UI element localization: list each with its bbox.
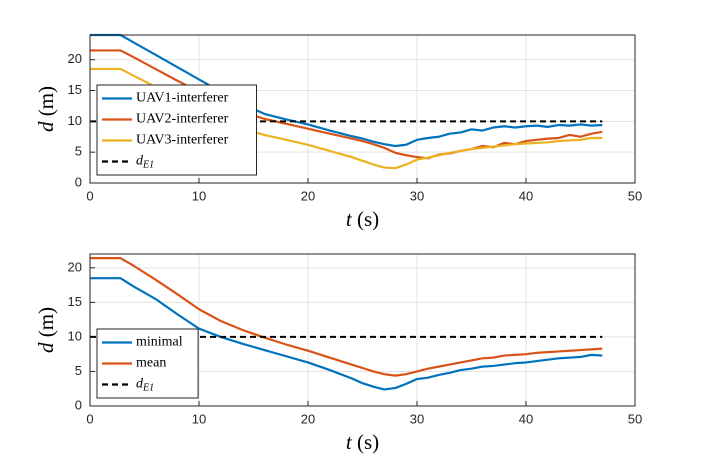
y-tick-label: 20 bbox=[68, 259, 82, 274]
y-tick-label: 20 bbox=[68, 51, 82, 66]
x-tick-label: 50 bbox=[628, 411, 642, 426]
axes: 0 10 20 30 40 50 0 5 10 15 20 t (s) d (m) UAV1-interf… bbox=[34, 33, 642, 231]
legend-label: dE1 bbox=[136, 154, 154, 171]
y-tick-label: 10 bbox=[68, 113, 82, 128]
axes-box bbox=[89, 253, 636, 407]
x-tick-label: 30 bbox=[410, 188, 424, 203]
legend-label: minimal bbox=[136, 335, 183, 350]
y-tick-label: 10 bbox=[68, 328, 82, 343]
y-tick-label: 0 bbox=[75, 174, 82, 189]
axes: 0 10 20 30 40 50 0 5 10 15 20 t (s) d (m) minimal mean… bbox=[34, 253, 642, 454]
y-tick-label: 5 bbox=[75, 144, 82, 159]
x-axis-label: t (s) bbox=[346, 207, 379, 231]
x-axis-label: t (s) bbox=[346, 430, 379, 454]
y-tick-label: 15 bbox=[68, 294, 82, 309]
y-tick-label: 0 bbox=[75, 397, 82, 412]
x-tick-label: 40 bbox=[519, 411, 533, 426]
x-tick-label: 30 bbox=[410, 411, 424, 426]
legend-label: UAV1-interferer bbox=[136, 91, 229, 106]
y-axis-label: d (m) bbox=[34, 307, 58, 353]
y-tick-label: 15 bbox=[68, 82, 82, 97]
x-tick-label: 20 bbox=[301, 188, 315, 203]
x-tick-label: 0 bbox=[86, 188, 93, 203]
axes-box bbox=[89, 34, 636, 184]
x-tick-label: 20 bbox=[301, 411, 315, 426]
legend-label: dE1 bbox=[136, 377, 154, 394]
x-tick-label: 50 bbox=[628, 188, 642, 203]
legend: minimal mean dE1 bbox=[96, 328, 199, 399]
legend-box bbox=[96, 84, 257, 176]
y-axis-label: d (m) bbox=[34, 86, 58, 132]
legend: UAV1-interferer UAV2-interferer UAV3-inter… bbox=[96, 84, 257, 176]
series-line bbox=[90, 257, 603, 377]
legend-label: mean bbox=[136, 356, 166, 371]
series-line bbox=[90, 277, 603, 391]
x-tick-label: 0 bbox=[86, 411, 93, 426]
x-tick-label: 10 bbox=[192, 188, 206, 203]
y-tick-label: 5 bbox=[75, 363, 82, 378]
x-tick-label: 10 bbox=[192, 411, 206, 426]
x-tick-label: 40 bbox=[519, 188, 533, 203]
legend-label: UAV2-interferer bbox=[136, 112, 229, 127]
legend-label: UAV3-interferer bbox=[136, 133, 229, 148]
